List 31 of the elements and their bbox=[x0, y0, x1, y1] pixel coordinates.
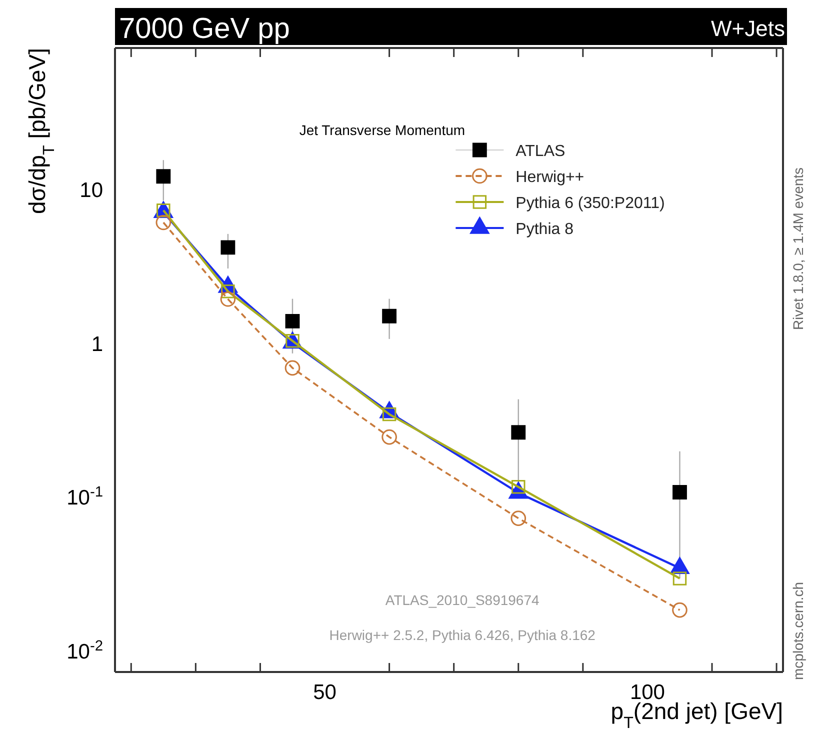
point bbox=[511, 425, 526, 440]
point bbox=[220, 291, 236, 307]
point bbox=[156, 169, 171, 184]
y-tick-label: 10 bbox=[80, 178, 103, 202]
x-tick-label: 50 bbox=[313, 680, 336, 704]
point bbox=[285, 314, 300, 328]
legend-label: Pythia 6 (350:P2011) bbox=[516, 195, 665, 212]
y-tick-label: 1 bbox=[91, 332, 103, 356]
text: Jet Transverse Momentum bbox=[299, 122, 466, 138]
point bbox=[510, 510, 526, 526]
y-tick-label: 10$^{-1}$ bbox=[66, 484, 103, 510]
annotation: Herwig++ 2.5.2, Pythia 6.426, Pythia 8.162 bbox=[329, 627, 596, 643]
point bbox=[220, 240, 236, 255]
point bbox=[382, 429, 397, 445]
legend-label: ATLAS bbox=[516, 143, 566, 160]
chart-subtitle: 7000 GeV pp bbox=[119, 13, 290, 45]
legend-label: Pythia 8 bbox=[516, 221, 574, 238]
y-tick-label: 10$^{-2}$ bbox=[66, 638, 103, 664]
point bbox=[284, 360, 300, 376]
text: mcplots.cern.ch bbox=[790, 582, 806, 680]
point bbox=[672, 572, 687, 586]
x-axis-title: p$_{T}$(2nd jet) [GeV] bbox=[610, 698, 783, 732]
point bbox=[156, 214, 172, 230]
point bbox=[221, 284, 235, 298]
point bbox=[672, 485, 687, 500]
point bbox=[382, 308, 397, 324]
annotation: ATLAS_2010_S8919674 bbox=[385, 592, 540, 608]
point bbox=[672, 602, 688, 618]
legend-label: Herwig++ bbox=[516, 169, 584, 186]
text: Rivet 1.8.0, ≥ 1.4M events bbox=[790, 167, 806, 330]
text: W+Jets bbox=[711, 16, 785, 41]
